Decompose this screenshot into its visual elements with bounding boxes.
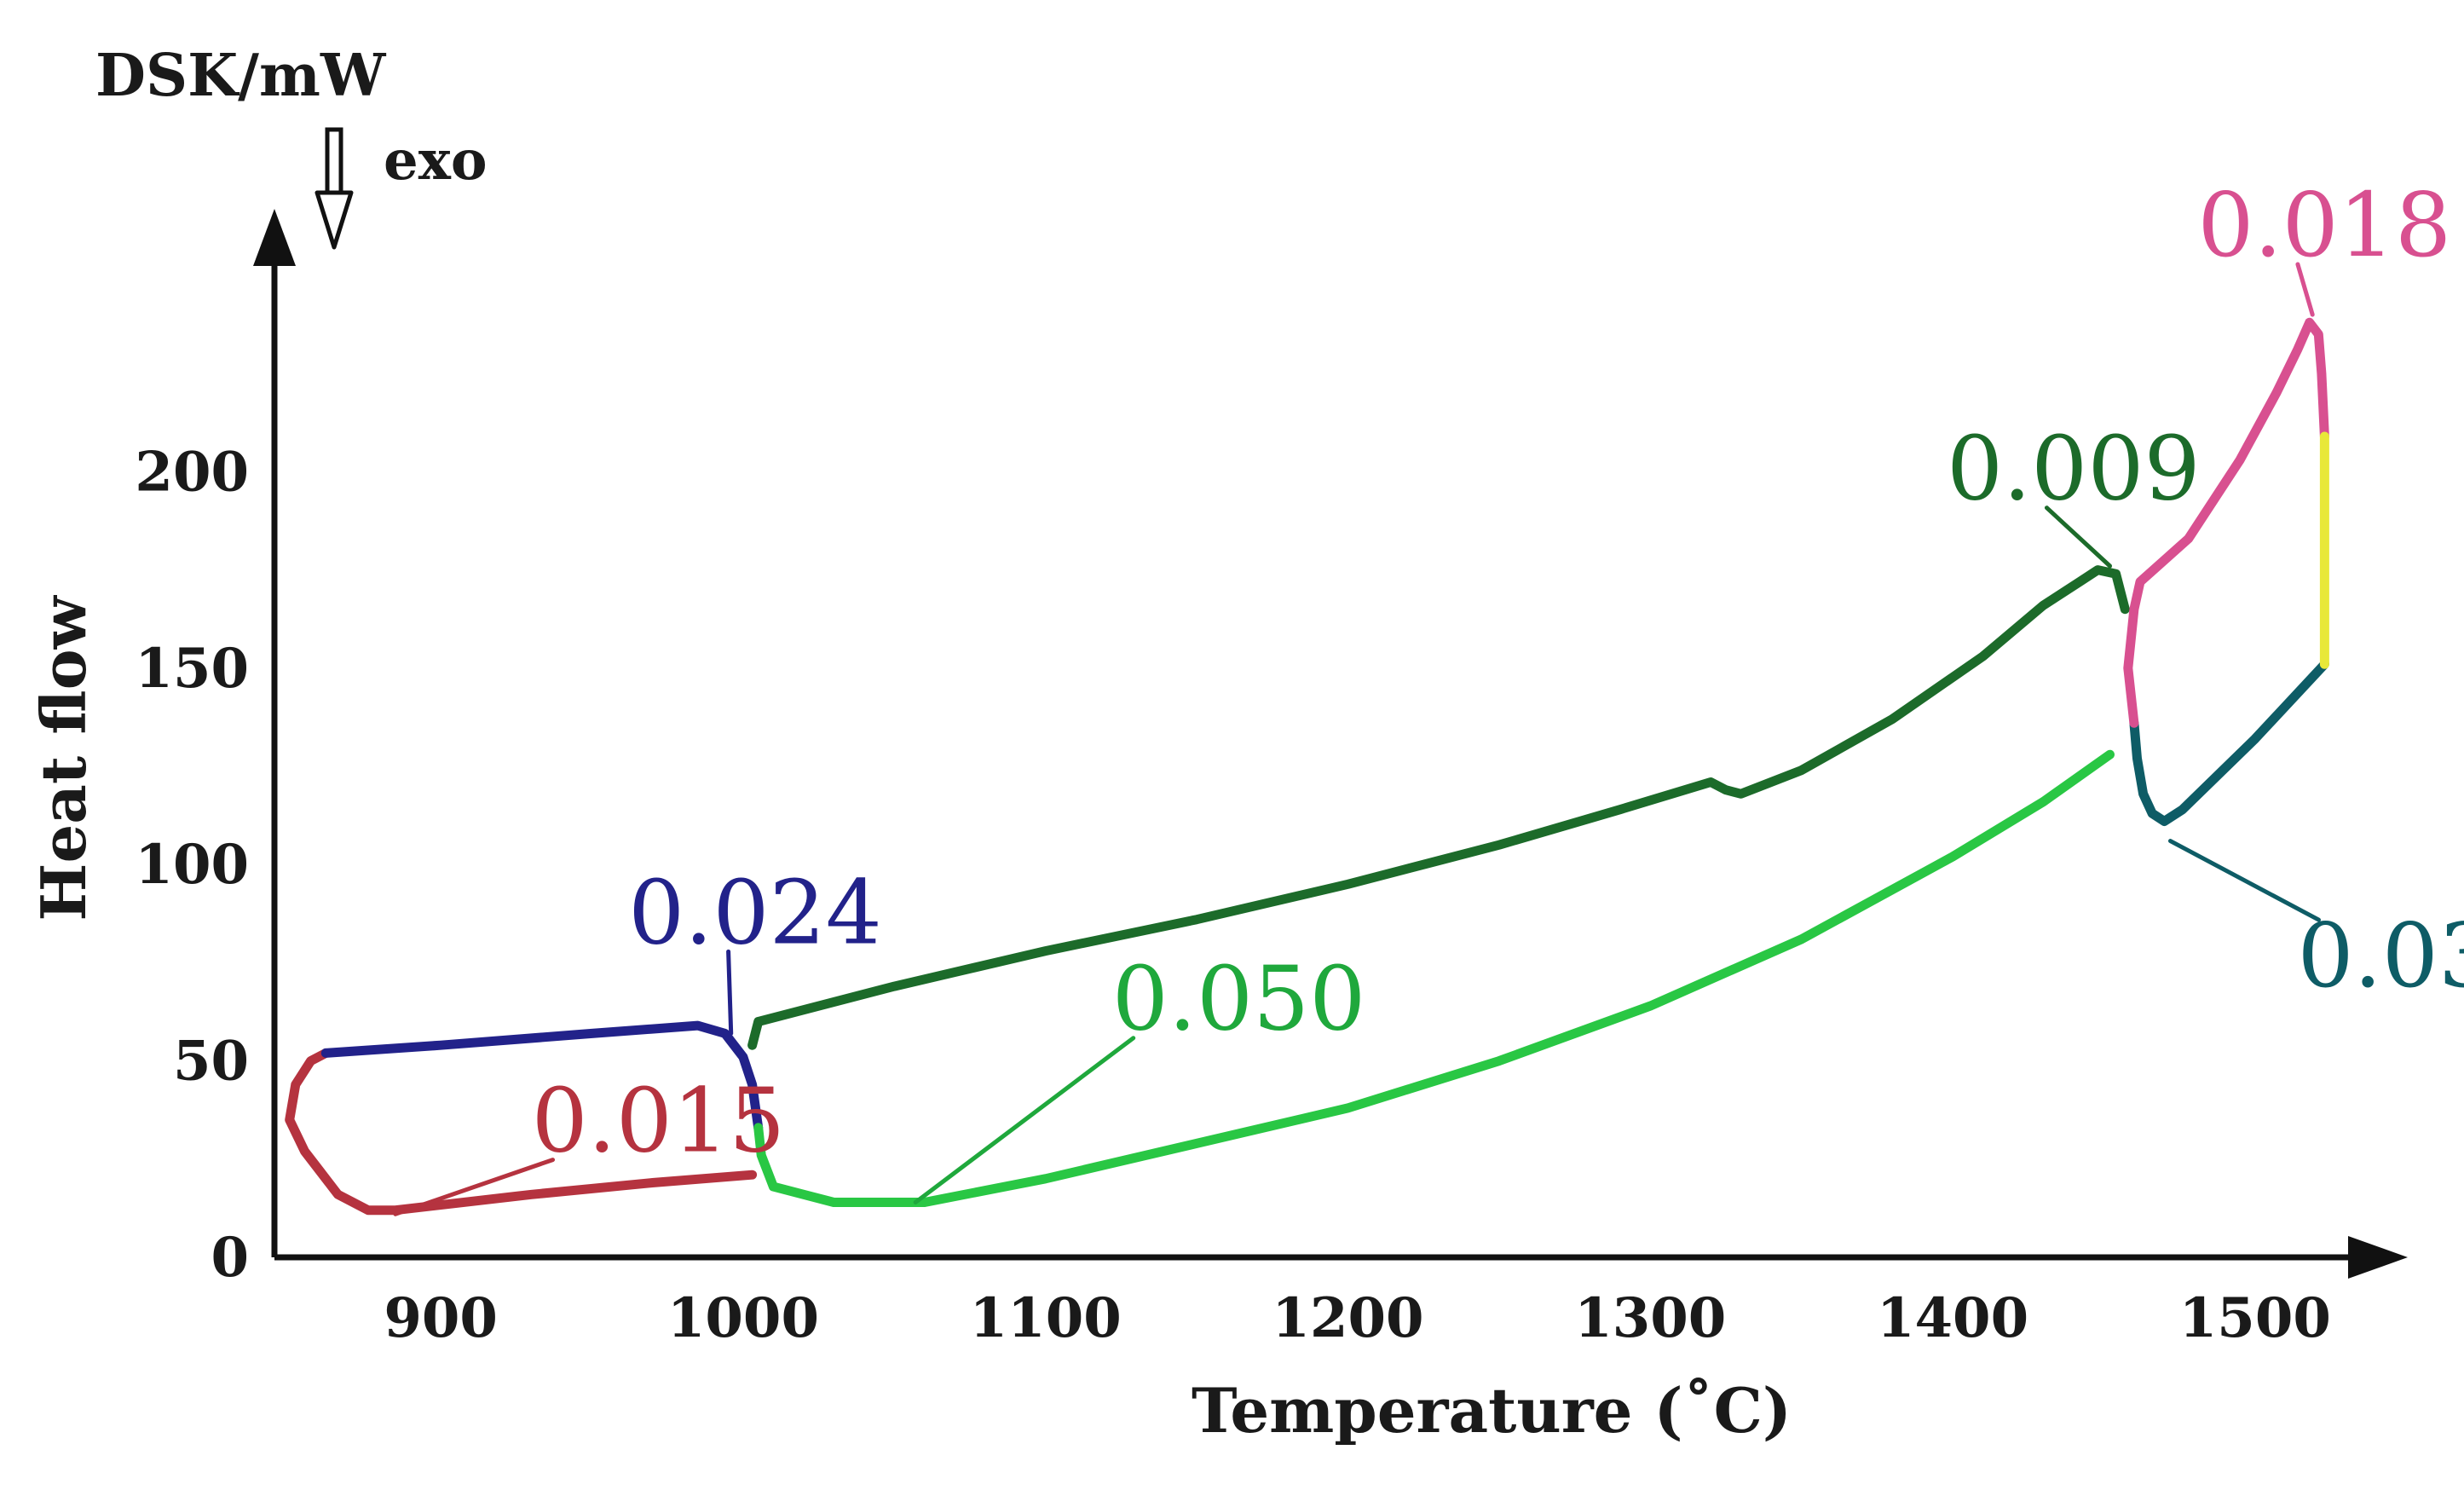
annotation-leader xyxy=(2295,262,2315,317)
exo-arrow-shaft xyxy=(325,127,343,200)
x-tick-label: 1200 xyxy=(1272,1286,1423,1350)
y-axis-arrowhead xyxy=(253,209,296,266)
y-tick-label: 0 xyxy=(211,1226,249,1290)
x-tick-label: 1000 xyxy=(667,1286,819,1350)
annotation-label: 0.009 xyxy=(1947,417,2201,521)
y-tick-label: 200 xyxy=(135,440,249,504)
series-line-red xyxy=(285,1048,758,1216)
x-tick-label: 1300 xyxy=(1574,1286,1726,1350)
x-axis-arrowhead xyxy=(2348,1236,2408,1279)
y-tick-label: 150 xyxy=(135,637,249,701)
x-tick-labels: 900 1000 1100 1200 1300 1400 1500 xyxy=(384,1286,2331,1350)
annotation-label: 0.050 xyxy=(1112,947,1366,1051)
series-line-blue xyxy=(320,1020,764,1133)
annotation-label: 0.015 xyxy=(532,1069,786,1173)
annotation-label: 0.018 xyxy=(2197,173,2451,277)
y-tick-label: 100 xyxy=(135,833,249,897)
axes xyxy=(253,209,2408,1279)
annotation-leader xyxy=(726,949,734,1036)
series-line-dark-green xyxy=(747,565,2130,1050)
annotation-layer: 0.015 0.024 0.050 0.009 0.018 0.031 xyxy=(393,173,2464,1216)
y-tick-labels: 0 50 100 150 200 xyxy=(135,440,249,1290)
annotation-label: 0.031 xyxy=(2297,904,2464,1008)
series-line-light-green xyxy=(753,749,2115,1207)
series-layer xyxy=(285,317,2329,1216)
annotation-label: 0.024 xyxy=(628,860,882,964)
y-tick-label: 50 xyxy=(173,1030,249,1094)
annotation-leader xyxy=(393,1158,556,1216)
x-tick-label: 1400 xyxy=(1877,1286,2028,1350)
exo-indicator: exo xyxy=(314,127,488,250)
y-unit-label: DSK/mW xyxy=(95,42,387,110)
x-axis-title: Temperature (˚C) xyxy=(1192,1374,1792,1447)
exo-label: exo xyxy=(384,129,488,193)
exo-arrow-head xyxy=(314,190,354,250)
annotation-leader xyxy=(913,1036,1136,1204)
x-tick-label: 1500 xyxy=(2179,1286,2331,1350)
series-line-pink xyxy=(2123,317,2329,728)
annotation-leader xyxy=(2167,839,2321,922)
y-axis-title: Heat flow xyxy=(27,594,100,921)
x-tick-label: 900 xyxy=(384,1286,498,1350)
x-tick-label: 1100 xyxy=(970,1286,1122,1350)
series-line-teal xyxy=(2129,659,2329,826)
annotation-leader xyxy=(2044,505,2113,569)
